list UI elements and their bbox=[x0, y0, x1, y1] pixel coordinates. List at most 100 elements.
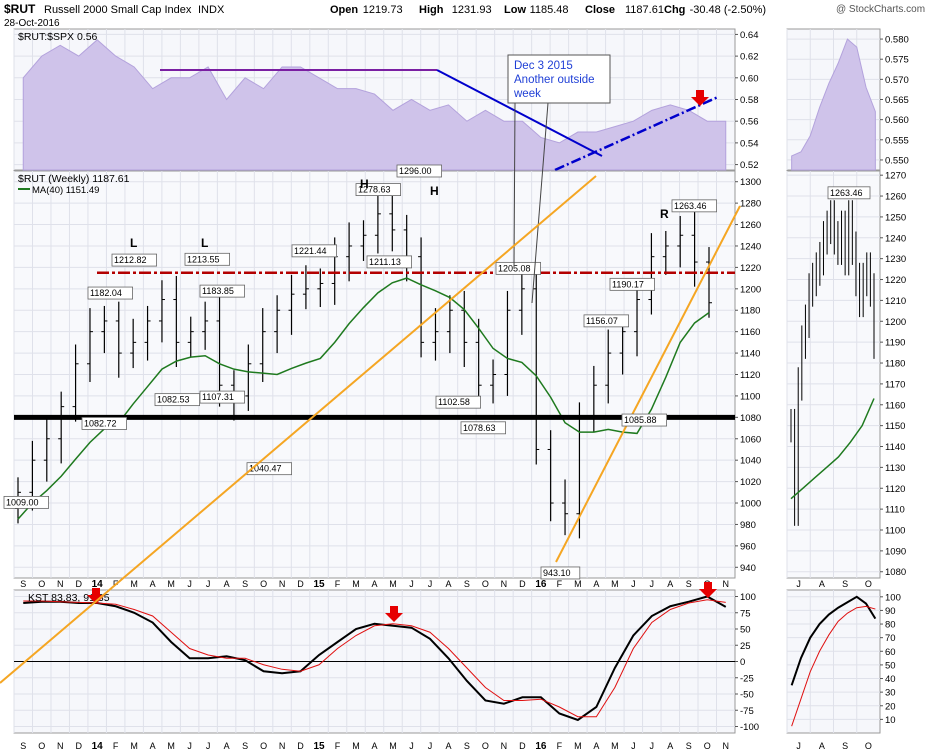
x-tick-label: O bbox=[704, 741, 711, 750]
y-tick-label: 0 bbox=[740, 657, 745, 668]
y-tick-label: -75 bbox=[740, 706, 754, 717]
x-tick-label: A bbox=[224, 579, 230, 589]
y-tick-label: 0.64 bbox=[740, 30, 759, 41]
price-label-box bbox=[291, 244, 337, 258]
x-tick-label: D bbox=[519, 579, 526, 589]
price-panel: 1300 1280 1260 1240 1220 1200 1180 1160 1140 1120… bbox=[3, 164, 761, 580]
ratio-panel: 0.64 0.62 0.60 0.58 0.56 0.54 0.52 $RUT:$SPX 0.… bbox=[13, 28, 759, 172]
x-tick-label: D bbox=[75, 741, 82, 750]
x-tick-label-zoom: S bbox=[842, 741, 848, 750]
y-tick-label: 1270 bbox=[885, 171, 906, 182]
x-tick-label: F bbox=[335, 579, 341, 589]
x-tick-label: D bbox=[519, 741, 526, 750]
short-trendline bbox=[555, 205, 741, 563]
price-label: 1102.58 bbox=[438, 397, 470, 407]
x-tick-label: A bbox=[445, 741, 451, 750]
callout-text: Dec 3 2015 bbox=[514, 60, 573, 72]
x-tick-label: O bbox=[260, 741, 267, 750]
price-label: 1082.72 bbox=[84, 418, 117, 428]
pattern-letter: H bbox=[430, 184, 439, 198]
price-label: 1213.55 bbox=[187, 254, 220, 264]
y-tick-label: 100 bbox=[740, 592, 756, 603]
y-tick-label: 1260 bbox=[740, 220, 761, 231]
y-tick-label: -50 bbox=[740, 690, 754, 701]
price-label: 1221.44 bbox=[294, 246, 327, 256]
y-tick-label: 1100 bbox=[740, 391, 760, 402]
x-tick-label: A bbox=[371, 579, 377, 589]
price-label: 1085.88 bbox=[624, 415, 657, 425]
y-tick-label: 1300 bbox=[740, 177, 761, 188]
x-tick-label: O bbox=[482, 579, 489, 589]
callout-box bbox=[507, 54, 611, 104]
callout-pointer bbox=[513, 102, 516, 269]
x-tick-label: J bbox=[206, 579, 211, 589]
y-tick-label: 1120 bbox=[740, 370, 760, 381]
x-tick-label: J bbox=[428, 579, 433, 589]
x-tick-label: N bbox=[501, 741, 508, 750]
x-tick-label: J bbox=[631, 579, 636, 589]
y-tick-label: -100 bbox=[740, 722, 759, 733]
price-label-box bbox=[184, 252, 230, 266]
y-tick-label: 1180 bbox=[885, 359, 905, 370]
ohlc-value: 1231.93 bbox=[452, 4, 492, 16]
price-label: 1078.63 bbox=[463, 423, 496, 433]
x-tick-label-zoom: A bbox=[819, 579, 825, 589]
ratio-area bbox=[22, 39, 727, 171]
price-label-box bbox=[396, 164, 442, 178]
callout-text: week bbox=[513, 88, 541, 100]
x-tick-label: S bbox=[464, 741, 470, 750]
x-tick-label-zoom: O bbox=[865, 741, 872, 750]
y-tick-label: 60 bbox=[885, 647, 896, 658]
x-tick-label: A bbox=[667, 741, 673, 750]
price-label: 1296.00 bbox=[399, 166, 432, 176]
x-tick-label: J bbox=[206, 741, 211, 750]
price-label-box bbox=[355, 183, 401, 196]
y-tick-label: 70 bbox=[885, 633, 896, 644]
ohlc-value: 1219.73 bbox=[363, 4, 403, 16]
ma-legend: MA(40) 1151.49 bbox=[32, 185, 99, 196]
y-tick-label: 40 bbox=[885, 674, 896, 685]
x-tick-label: J bbox=[631, 741, 636, 750]
y-tick-label: 1250 bbox=[885, 212, 906, 223]
y-tick-label: 1190 bbox=[885, 338, 905, 349]
y-tick-label: 0.58 bbox=[740, 95, 759, 106]
y-tick-label: 1120 bbox=[885, 484, 905, 495]
price-label: 1040.47 bbox=[249, 464, 282, 474]
callout-pointer bbox=[531, 102, 549, 304]
x-tick-label: 16 bbox=[535, 741, 547, 750]
y-tick-label: 0.580 bbox=[885, 35, 909, 46]
zoom-label-box bbox=[827, 186, 871, 200]
x-tick-label: A bbox=[667, 579, 673, 589]
ohlc-label: Low bbox=[504, 4, 526, 16]
callout-text: Another outside bbox=[514, 74, 595, 86]
ohlc-value: -30.48 (-2.50%) bbox=[690, 4, 766, 16]
ohlc-readout: Open 1219.73 High 1231.93 Low 1185.48 Close 118… bbox=[330, 4, 766, 16]
x-tick-label: A bbox=[371, 741, 377, 750]
y-tick-label: 0.62 bbox=[740, 52, 759, 63]
x-tick-label: M bbox=[389, 579, 397, 589]
x-tick-label: N bbox=[723, 741, 730, 750]
y-tick-label: 80 bbox=[885, 620, 896, 631]
x-tick-label: O bbox=[38, 579, 45, 589]
x-tick-label: A bbox=[224, 741, 230, 750]
y-tick-label: 1160 bbox=[885, 400, 905, 411]
price-label: 1082.53 bbox=[157, 395, 190, 405]
y-tick-label: 1220 bbox=[740, 263, 761, 274]
price-label: 1182.04 bbox=[90, 288, 122, 298]
y-tick-label: 1000 bbox=[740, 499, 761, 510]
x-tick-label: M bbox=[352, 579, 360, 589]
x-tick-label: O bbox=[38, 741, 45, 750]
kst-series-signal bbox=[23, 599, 726, 718]
exchange-label: INDX bbox=[198, 4, 225, 16]
price-label: 1009.00 bbox=[6, 497, 39, 507]
price-label: 943.10 bbox=[543, 568, 571, 578]
price-label-box bbox=[495, 261, 541, 275]
y-tick-label: 1110 bbox=[885, 505, 905, 516]
y-tick-label: 1200 bbox=[740, 284, 761, 295]
price-label-box bbox=[111, 253, 157, 267]
ratio-zoom-panel: 0.580 0.575 0.570 0.565 0.560 0.555 0.550 bbox=[786, 28, 909, 171]
price-label-box bbox=[81, 417, 127, 430]
red-down-arrow bbox=[699, 582, 717, 598]
chart-date: 28-Oct-2016 bbox=[4, 18, 60, 29]
